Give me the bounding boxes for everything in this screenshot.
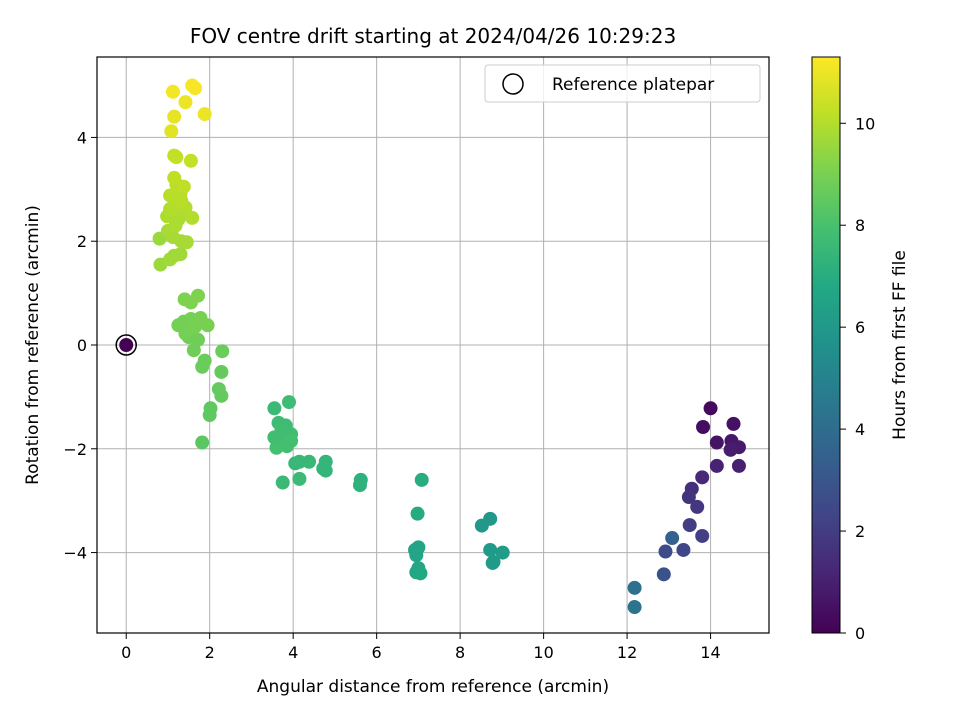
y-tick-label: −4	[63, 544, 87, 563]
x-tick-label: 12	[617, 643, 637, 662]
data-point	[676, 542, 691, 557]
data-point	[483, 511, 498, 526]
data-point	[414, 472, 429, 487]
data-point	[695, 528, 710, 543]
data-point	[495, 545, 510, 560]
colorbar-tick-label: 4	[855, 420, 865, 439]
colorbar-label: Hours from first FF file	[890, 250, 910, 440]
data-point	[188, 81, 203, 96]
data-point	[656, 567, 671, 582]
data-point	[284, 434, 299, 448]
data-point	[214, 388, 229, 403]
data-point	[185, 210, 200, 225]
data-point	[288, 456, 303, 471]
data-point	[353, 472, 368, 487]
y-tick-label: 2	[77, 232, 87, 251]
x-tick-label: 6	[372, 643, 382, 662]
data-point	[191, 288, 206, 303]
x-tick-label: 2	[205, 643, 215, 662]
data-points	[152, 78, 746, 615]
data-point	[703, 401, 718, 416]
x-tick-label: 8	[455, 643, 465, 662]
y-tick-label: 4	[77, 128, 87, 147]
data-point	[627, 600, 642, 615]
data-point	[627, 580, 642, 595]
data-point	[176, 179, 191, 194]
data-point	[409, 548, 424, 563]
data-point	[171, 318, 186, 333]
data-point	[413, 566, 428, 581]
data-point	[681, 490, 696, 505]
legend-entry-reference: Reference platepar	[552, 75, 714, 95]
colorbar-tick-label: 0	[855, 624, 865, 643]
data-point	[178, 95, 193, 110]
reference-point	[119, 338, 134, 352]
data-point	[183, 153, 198, 168]
data-point	[267, 401, 282, 416]
colorbar-ticks: 0 2 4 6 8 10	[840, 114, 875, 643]
data-point	[658, 544, 673, 559]
data-point	[167, 148, 182, 163]
y-tick-label: −2	[63, 440, 87, 459]
data-point	[690, 499, 705, 514]
data-point	[483, 542, 498, 557]
data-point	[179, 235, 194, 250]
x-tick-label: 10	[533, 643, 553, 662]
colorbar: 0 2 4 6 8 10 Hours from first FF file	[811, 56, 910, 643]
colorbar-tick-label: 6	[855, 318, 865, 337]
data-point	[214, 364, 229, 379]
data-point	[167, 170, 182, 185]
data-point	[203, 401, 218, 416]
data-point	[485, 555, 500, 570]
reference-marker	[115, 334, 137, 356]
colorbar-tick-label: 8	[855, 216, 865, 235]
data-point	[275, 475, 290, 490]
data-point	[723, 442, 738, 457]
data-point	[195, 435, 210, 450]
data-point	[302, 454, 317, 469]
y-axis-ticks: −4 −2 0 2 4	[63, 128, 97, 563]
grid-lines	[97, 57, 769, 633]
data-point	[682, 518, 697, 533]
x-axis-label: Angular distance from reference (arcmin)	[257, 677, 609, 697]
data-point	[709, 458, 724, 473]
legend-box	[484, 64, 761, 103]
data-point	[282, 395, 296, 410]
data-point	[731, 458, 746, 473]
data-point	[726, 416, 741, 431]
colorbar-tick-label: 2	[855, 522, 865, 541]
y-axis-label: Rotation from reference (arcmin)	[23, 205, 43, 485]
data-point	[316, 461, 331, 476]
data-point	[665, 531, 680, 546]
data-point	[164, 124, 179, 139]
data-point	[165, 84, 180, 99]
data-point	[695, 470, 710, 485]
y-tick-label: 0	[77, 336, 87, 355]
legend: Reference platepar	[484, 64, 761, 103]
data-point	[696, 419, 711, 434]
chart-title: FOV centre drift starting at 2024/04/26 …	[190, 24, 676, 48]
data-point	[200, 318, 215, 333]
legend-marker-icon	[502, 73, 524, 95]
data-point	[173, 247, 188, 262]
colorbar-tick-label: 10	[855, 114, 875, 133]
x-axis-ticks: 0 2 4 6 8 10 12 14	[121, 633, 721, 662]
colorbar-gradient	[811, 56, 841, 634]
data-point	[197, 107, 212, 122]
data-point	[215, 344, 230, 359]
data-point	[410, 506, 425, 521]
reference-ring	[115, 334, 137, 356]
data-point	[188, 319, 203, 334]
data-point	[195, 359, 210, 374]
x-tick-label: 4	[288, 643, 298, 662]
data-point	[167, 109, 182, 124]
data-point	[292, 471, 307, 486]
data-point	[709, 435, 724, 450]
data-point	[269, 440, 284, 455]
data-point	[163, 188, 178, 203]
x-tick-label: 0	[121, 643, 131, 662]
x-tick-label: 14	[700, 643, 720, 662]
